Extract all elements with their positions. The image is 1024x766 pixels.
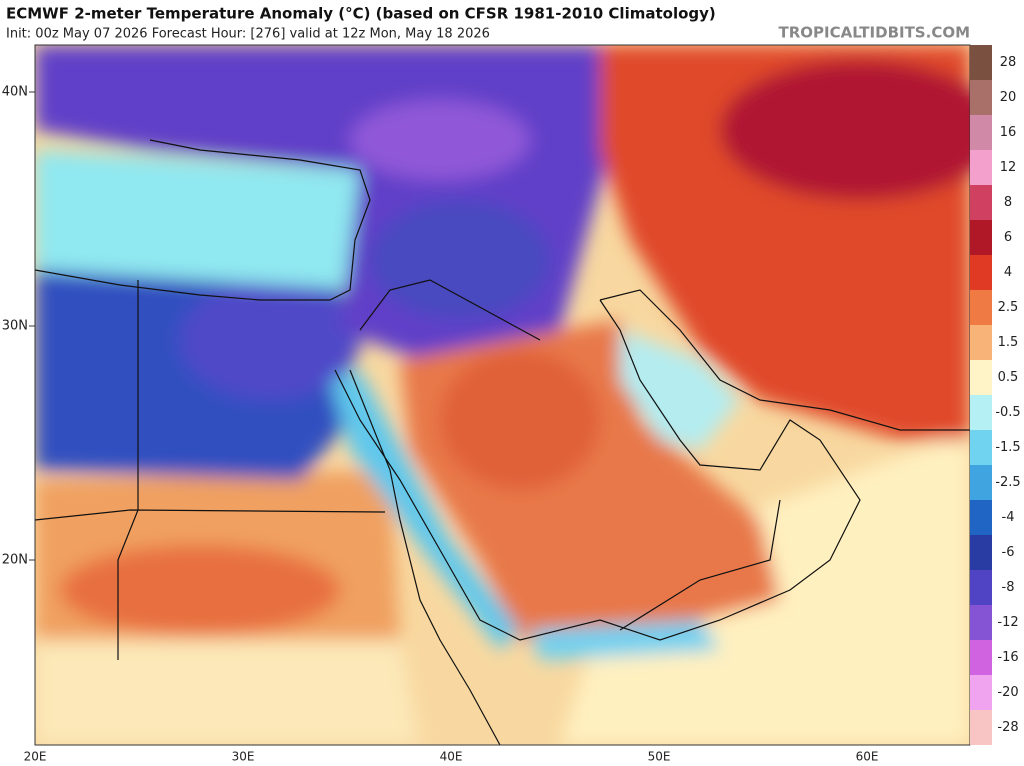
border <box>619 499 781 631</box>
map <box>35 45 970 745</box>
colorbar-swatch <box>970 500 992 535</box>
colorbar-swatch <box>970 640 992 675</box>
sahel <box>35 640 420 745</box>
border <box>35 509 386 521</box>
colorbar-label: -0.5 <box>995 405 1020 420</box>
border <box>359 279 541 341</box>
colorbar-swatch <box>970 535 992 570</box>
colorbar-swatch <box>970 150 992 185</box>
colorbar-label: 28 <box>1000 55 1017 70</box>
turkey-cold <box>350 100 530 180</box>
colorbar-swatch <box>970 80 992 115</box>
lon-label: 40E <box>440 750 463 764</box>
lat-label: 20N <box>2 553 28 568</box>
colorbar-label: 20 <box>1000 90 1017 105</box>
lon-label: 30E <box>232 750 255 764</box>
lat-label: 30N <box>2 319 28 334</box>
colorbar-label: -4 <box>1002 510 1015 525</box>
colorbar-label: -28 <box>997 720 1018 735</box>
gulf-of-aden <box>530 620 720 660</box>
colorbar-label: -16 <box>997 650 1018 665</box>
anomaly-field <box>35 45 970 745</box>
colorbar-label: 16 <box>1000 125 1017 140</box>
colorbar-swatch <box>970 115 992 150</box>
colorbar-swatch <box>970 255 992 290</box>
lat-label: 40N <box>2 85 28 100</box>
colorbar-swatch <box>970 710 992 745</box>
colorbar-swatch <box>970 605 992 640</box>
colorbar-label: 12 <box>1000 160 1017 175</box>
colorbar-swatch <box>970 395 992 430</box>
colorbar-label: -1.5 <box>995 440 1020 455</box>
colorbar-label: 6 <box>1004 230 1012 245</box>
colorbar-swatch <box>970 290 992 325</box>
colorbar-label: -2.5 <box>995 475 1020 490</box>
colorbar-label: 8 <box>1004 195 1012 210</box>
colorbar-swatch <box>970 360 992 395</box>
coast <box>35 139 371 301</box>
lon-label: 50E <box>648 750 671 764</box>
colorbar-label: 1.5 <box>998 335 1019 350</box>
colorbar-label: -20 <box>997 685 1018 700</box>
colorbar-swatch <box>970 570 992 605</box>
arabia-core <box>440 350 600 490</box>
lon-label: 20E <box>24 750 47 764</box>
border <box>117 280 139 660</box>
colorbar-swatch <box>970 185 992 220</box>
sahara-warm <box>60 545 340 635</box>
egypt <box>180 280 360 400</box>
coast <box>334 299 861 641</box>
mediterranean <box>35 150 360 290</box>
credit: TROPICALTIDBITS.COM <box>779 24 971 42</box>
coast <box>349 369 501 745</box>
lon-label: 60E <box>856 750 879 764</box>
colorbar-label: -12 <box>997 615 1018 630</box>
colorbar-label: 0.5 <box>998 370 1019 385</box>
colorbar-swatch <box>970 325 992 360</box>
colorbar-swatch <box>970 45 992 80</box>
colorbar-label: -8 <box>1002 580 1015 595</box>
persian-gulf <box>620 330 740 450</box>
colorbar-swatch <box>970 675 992 710</box>
colorbar: 28 20 16 12 8 6 4 2.5 1.5 0.5 -0.5 -1.5 -2.5 -4 -6 -8 -1… <box>970 45 1021 745</box>
colorbar-label: 4 <box>1004 265 1012 280</box>
colorbar-label: 2.5 <box>998 300 1019 315</box>
colorbar-swatch <box>970 465 992 500</box>
central-asia <box>720 60 970 200</box>
coast <box>599 289 970 431</box>
syria-iraq <box>370 200 550 320</box>
axis-labels: 40N 30N 20N 20E 30E 40E 50E 60E <box>2 85 879 764</box>
coastlines <box>35 139 970 745</box>
subtitle: Init: 00z May 07 2026 Forecast Hour: [27… <box>6 27 490 42</box>
colorbar-swatch <box>970 220 992 255</box>
colorbar-swatch <box>970 430 992 465</box>
colorbar-label: -6 <box>1002 545 1015 560</box>
title: ECMWF 2-meter Temperature Anomaly (°C) (… <box>6 5 716 23</box>
